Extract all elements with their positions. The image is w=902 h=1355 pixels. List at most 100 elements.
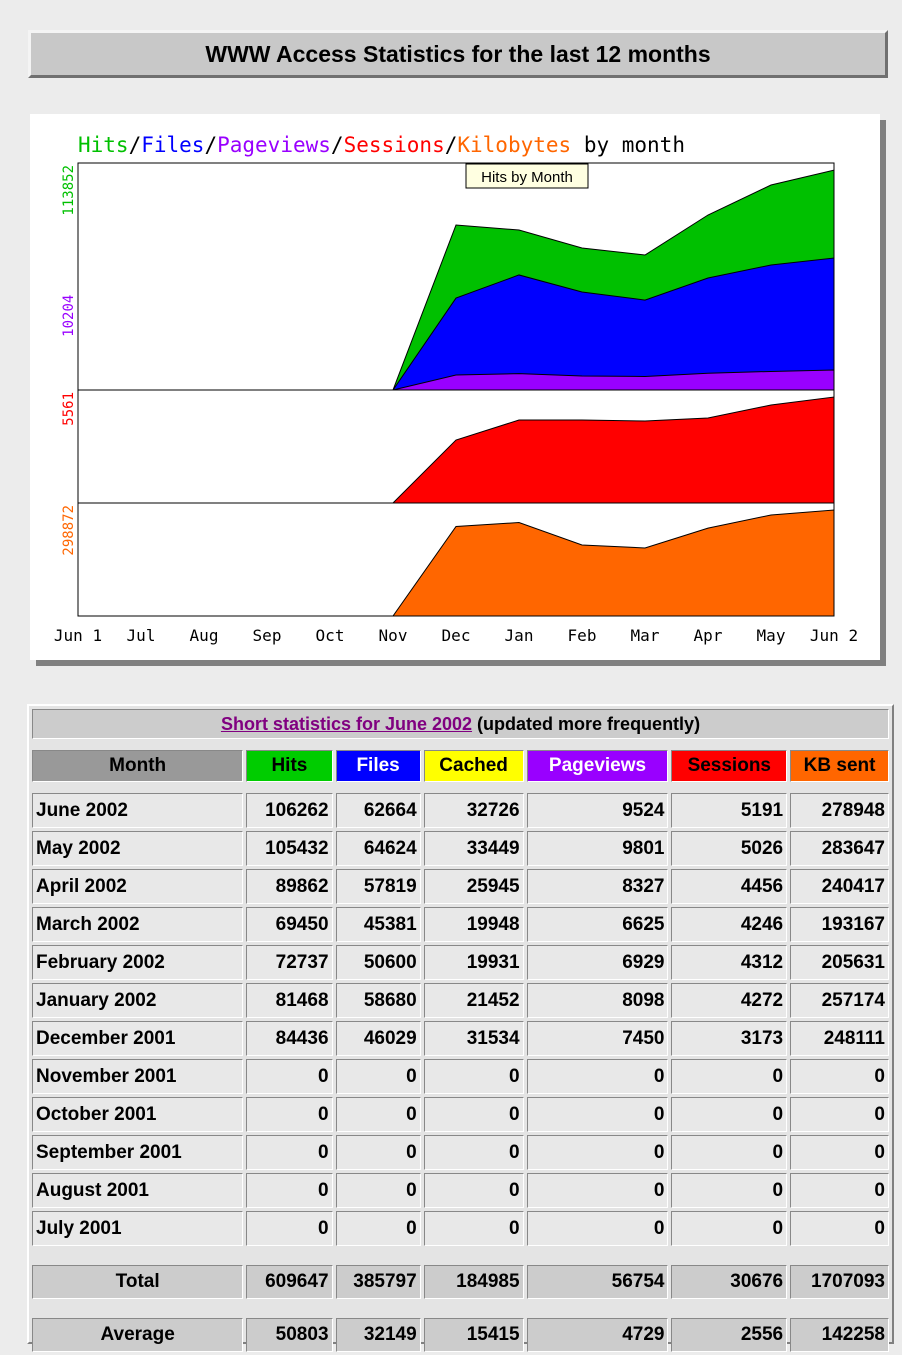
cell-value: 5191 <box>671 793 788 828</box>
cell-value: 84436 <box>246 1021 333 1056</box>
cell-value: 0 <box>526 1097 669 1132</box>
column-header: Hits <box>246 750 333 782</box>
column-header: Pageviews <box>526 750 669 782</box>
cell-value: 46029 <box>335 1021 421 1056</box>
spacer-cell <box>32 1310 889 1315</box>
cell-value: 45381 <box>335 907 421 942</box>
data-row: March 2002 69450 45381 19948 6625 4246 193167 <box>32 907 889 942</box>
cell-value: 105432 <box>246 831 333 866</box>
row-label: February 2002 <box>32 945 244 980</box>
cell-value: 0 <box>671 1173 788 1208</box>
title-part: by month <box>571 133 685 157</box>
cell-value: 0 <box>246 1211 333 1246</box>
cell-value: 50600 <box>335 945 421 980</box>
spacer <box>32 785 889 790</box>
cell-value: 8327 <box>526 869 669 904</box>
summary-row: Average 50803 32149 15415 4729 2556 142258 <box>32 1318 889 1352</box>
x-tick-label: Jun 1 <box>54 626 102 645</box>
cell-value: 64624 <box>335 831 421 866</box>
row-label: September 2001 <box>32 1135 244 1170</box>
title-part: Kilobytes <box>457 133 571 157</box>
row-label: October 2001 <box>32 1097 244 1132</box>
cell-value: 8098 <box>526 983 669 1018</box>
cell-value: 0 <box>423 1173 524 1208</box>
x-tick-label: Oct <box>316 626 345 645</box>
cell-value: 25945 <box>423 869 524 904</box>
cell-value: 89862 <box>246 869 333 904</box>
row-label: Total <box>32 1265 244 1299</box>
page-banner: WWW Access Statistics for the last 12 mo… <box>28 30 888 78</box>
row-label: January 2002 <box>32 983 244 1018</box>
column-header: Files <box>335 750 421 782</box>
cell-value: 0 <box>423 1097 524 1132</box>
title-part: / <box>331 133 344 157</box>
spacer <box>32 1249 889 1254</box>
data-row: January 2002 81468 58680 21452 8098 4272 25717… <box>32 983 889 1018</box>
scale-label: 298872 <box>61 505 77 556</box>
cell-value: 609647 <box>246 1265 333 1299</box>
tooltip: Hits by Month <box>465 163 589 189</box>
scale-label: 113852 <box>61 165 77 216</box>
cell-value: 32149 <box>335 1318 421 1352</box>
cell-value: 7450 <box>526 1021 669 1056</box>
title-part: / <box>129 133 142 157</box>
cell-value: 0 <box>423 1059 524 1094</box>
x-tick-label: Nov <box>379 626 408 645</box>
title-part: Hits <box>78 133 129 157</box>
cell-value: 21452 <box>423 983 524 1018</box>
cell-value: 5026 <box>671 831 788 866</box>
row-label: April 2002 <box>32 869 244 904</box>
column-header: KB sent <box>790 750 889 782</box>
cell-value: 0 <box>246 1059 333 1094</box>
cell-value: 0 <box>671 1097 788 1132</box>
scale-label: 5561 <box>61 392 77 426</box>
cell-value: 0 <box>526 1135 669 1170</box>
data-row: December 2001 84436 46029 31534 7450 3173 2481… <box>32 1021 889 1056</box>
cell-value: 69450 <box>246 907 333 942</box>
cell-value: 0 <box>335 1135 421 1170</box>
spacer <box>32 1302 889 1307</box>
cell-value: 15415 <box>423 1318 524 1352</box>
cell-value: 0 <box>423 1211 524 1246</box>
cell-value: 0 <box>790 1097 889 1132</box>
month-link[interactable]: Short statistics for June 2002 <box>220 713 473 734</box>
row-label: August 2001 <box>32 1173 244 1208</box>
cell-value: 4312 <box>671 945 788 980</box>
x-tick-label: Aug <box>190 626 219 645</box>
cell-value: 19948 <box>423 907 524 942</box>
cell-value: 0 <box>790 1135 889 1170</box>
cell-value: 240417 <box>790 869 889 904</box>
cell-value: 19931 <box>423 945 524 980</box>
column-header: Sessions <box>671 750 788 782</box>
cell-value: 0 <box>671 1135 788 1170</box>
title-part: / <box>445 133 458 157</box>
cell-value: 31534 <box>423 1021 524 1056</box>
cell-value: 57819 <box>335 869 421 904</box>
stats-table: Short statistics for June 2002 (updated … <box>29 706 892 1355</box>
cell-value: 4456 <box>671 869 788 904</box>
cell-value: 248111 <box>790 1021 889 1056</box>
cell-value: 4729 <box>526 1318 669 1352</box>
column-header: Cached <box>423 750 524 782</box>
x-tick-label: Jul <box>127 626 156 645</box>
x-tick-label: Apr <box>694 626 723 645</box>
spacer-cell <box>32 1257 889 1262</box>
tooltip-box <box>465 163 589 189</box>
spacer <box>32 1257 889 1262</box>
data-row: July 2001 0 0 0 0 0 0 <box>32 1211 889 1246</box>
cell-value: 0 <box>526 1059 669 1094</box>
cell-value: 0 <box>246 1173 333 1208</box>
chart-title: Hits/Files/Pageviews/Sessions/Kilobytes … <box>78 133 685 157</box>
summary-row: Total 609647 385797 184985 56754 30676 1707093 <box>32 1265 889 1299</box>
cell-value: 0 <box>526 1173 669 1208</box>
cell-value: 72737 <box>246 945 333 980</box>
title-part: Pageviews <box>217 133 331 157</box>
cell-value: 142258 <box>790 1318 889 1352</box>
table-title: Short statistics for June 2002 (updated … <box>32 709 889 739</box>
header-row: Month Hits Files Cached Pageviews Sessions KB … <box>32 750 889 782</box>
cell-value: 33449 <box>423 831 524 866</box>
cell-value: 2556 <box>671 1318 788 1352</box>
cell-value: 278948 <box>790 793 889 828</box>
cell-value: 1707093 <box>790 1265 889 1299</box>
cell-value: 193167 <box>790 907 889 942</box>
